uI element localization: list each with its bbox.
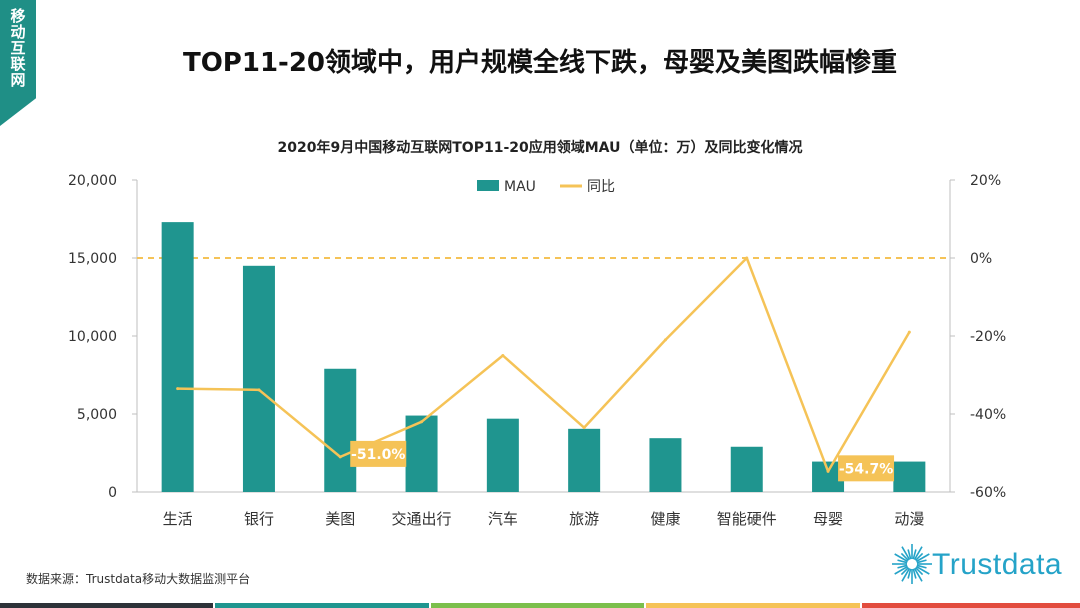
x-category-label: 旅游: [569, 510, 599, 528]
callout-label: -51.0%: [351, 447, 405, 463]
chart-area: 2020年9月中国移动互联网TOP11-20应用领域MAU（单位：万）及同比变化…: [68, 139, 1006, 528]
section-tab-label: 移动互联网: [8, 8, 27, 88]
legend-label-mau: MAU: [504, 179, 536, 195]
line-yoy-point: [745, 256, 749, 260]
callout-label: -54.7%: [839, 461, 893, 477]
starburst-ray: [901, 546, 911, 561]
bar-mau: [649, 438, 682, 492]
bar-mau: [568, 428, 601, 492]
starburst-ray: [901, 567, 911, 582]
starburst-ray: [897, 559, 908, 564]
starburst-ray: [900, 552, 910, 562]
bar-mau: [242, 265, 275, 492]
x-category-label: 美图: [325, 510, 355, 528]
starburst-ray: [915, 565, 930, 575]
legend-label-yoy: 同比: [587, 179, 615, 195]
line-yoy-point: [257, 388, 261, 392]
page-headline: TOP11-20领域中，用户规模全线下跌，母婴及美图跌幅惨重: [182, 48, 898, 78]
starburst-ray: [897, 564, 908, 569]
footer-color-segment: [430, 603, 645, 608]
x-category-label: 汽车: [488, 510, 518, 528]
footer-color-segment: [215, 603, 429, 608]
starburst-ray: [912, 549, 917, 560]
starburst-ray: [894, 553, 909, 563]
starburst-ray: [907, 568, 912, 579]
x-category-label: 健康: [650, 510, 680, 528]
data-source-note: 数据来源：Trustdata移动大数据监测平台: [26, 572, 251, 586]
x-category-label: 生活: [163, 510, 193, 528]
bar-mau: [486, 418, 519, 492]
y-right-tick-label: -40%: [970, 407, 1006, 423]
footer-color-segment: [0, 603, 214, 608]
line-yoy-point: [582, 426, 586, 430]
x-category-label: 智能硬件: [717, 510, 777, 528]
bar-mau: [161, 222, 194, 492]
y-right-tick-label: 20%: [970, 173, 1001, 189]
line-yoy-point: [826, 469, 830, 473]
x-category-label: 母婴: [813, 510, 843, 528]
x-category-label: 动漫: [894, 510, 924, 528]
y-right-tick-label: -60%: [970, 485, 1006, 501]
line-yoy: [177, 256, 911, 473]
x-category-label: 交通出行: [392, 510, 452, 528]
y-right-tick-label: 0%: [970, 251, 992, 267]
chart-title: 2020年9月中国移动互联网TOP11-20应用领域MAU（单位：万）及同比变化…: [278, 139, 803, 156]
line-yoy-point: [663, 338, 667, 342]
starburst-ray: [916, 564, 927, 569]
starburst-ray: [907, 549, 912, 560]
bar-mau: [405, 415, 438, 492]
starburst-ray: [900, 566, 910, 576]
line-yoy-point: [338, 455, 342, 459]
x-category-label: 银行: [244, 510, 274, 528]
starburst-ray: [914, 566, 924, 576]
starburst-ray: [894, 565, 909, 575]
starburst-ray: [914, 552, 924, 562]
starburst-ray: [912, 568, 917, 579]
y-left-tick-label: 10,000: [68, 329, 117, 345]
trustdata-logo: Trustdata: [890, 536, 1070, 592]
callout-box: [838, 455, 895, 482]
footer-color-bar: [0, 603, 1080, 608]
bar-mau: [893, 461, 926, 492]
starburst-icon: [892, 544, 932, 584]
footer-color-segment: [861, 603, 1080, 608]
starburst-ray: [915, 553, 930, 563]
logo-text: Trustdata: [932, 548, 1063, 581]
starburst-ray: [913, 546, 923, 561]
bar-mau: [324, 368, 357, 492]
legend-swatch-mau: [477, 180, 499, 191]
line-yoy-point: [501, 354, 505, 357]
y-left-tick-label: 0: [108, 485, 117, 501]
footer-color-segment: [646, 603, 860, 608]
line-yoy-point: [176, 387, 180, 391]
starburst-ray: [916, 559, 927, 564]
callout-box: [350, 440, 407, 467]
line-yoy-point: [907, 330, 911, 334]
y-right-tick-label: -20%: [970, 329, 1006, 345]
bar-mau: [730, 446, 763, 492]
y-left-tick-label: 20,000: [68, 173, 117, 189]
y-left-tick-label: 15,000: [68, 251, 117, 267]
section-tab: 移动互联网: [0, 0, 36, 126]
line-yoy-point: [420, 420, 424, 424]
y-left-tick-label: 5,000: [77, 407, 117, 423]
starburst-ray: [913, 567, 923, 582]
